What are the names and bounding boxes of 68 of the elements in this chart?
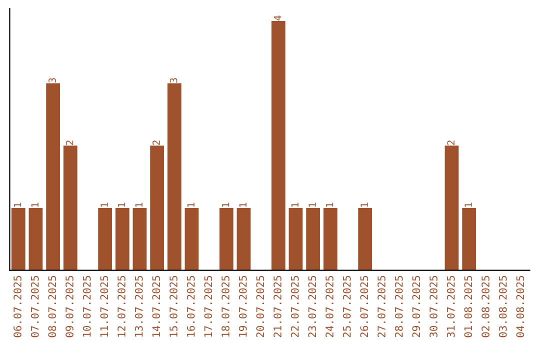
x-tick-label: 12.07.2025 bbox=[118, 276, 126, 337]
x-tick-label: 20.07.2025 bbox=[256, 276, 264, 338]
data-label: 3 bbox=[170, 78, 178, 83]
data-label: 4 bbox=[274, 16, 282, 20]
bar bbox=[323, 208, 338, 270]
data-label: 3 bbox=[48, 78, 56, 83]
bar bbox=[98, 208, 112, 270]
bar bbox=[115, 208, 130, 270]
x-tick-label: 02.08.2025 bbox=[482, 276, 490, 338]
x-tick-label: 09.07.2025 bbox=[66, 276, 74, 338]
x-tick-label: 06.07.2025 bbox=[14, 276, 22, 338]
bar bbox=[167, 83, 182, 270]
data-label: 1 bbox=[222, 202, 230, 207]
x-tick-label: 28.07.2025 bbox=[394, 276, 403, 338]
x-tick-label: 22.07.2025 bbox=[290, 276, 299, 338]
x-tick-label: 19.07.2025 bbox=[238, 276, 247, 337]
x-tick-label: 16.07.2025 bbox=[186, 276, 195, 337]
data-label: 1 bbox=[308, 202, 316, 207]
bar bbox=[28, 208, 43, 270]
x-tick-label: 24.07.2025 bbox=[326, 276, 334, 338]
x-tick-label: 01.08.2025 bbox=[464, 276, 472, 338]
data-label: 1 bbox=[31, 202, 38, 207]
data-label: 1 bbox=[360, 202, 368, 207]
x-tick-label: 23.07.2025 bbox=[308, 276, 316, 338]
data-label: 2 bbox=[152, 140, 160, 145]
bar bbox=[46, 83, 60, 270]
x-tick-label: 18.07.2025 bbox=[222, 276, 230, 337]
data-label: 1 bbox=[118, 202, 126, 207]
x-tick-label: 10.07.2025 bbox=[82, 276, 91, 337]
bar bbox=[63, 146, 78, 270]
x-tick-label: 04.08.2025 bbox=[516, 276, 524, 338]
x-tick-label: 26.07.2025 bbox=[360, 276, 368, 338]
bar bbox=[288, 208, 303, 270]
data-label: 2 bbox=[66, 140, 74, 145]
x-tick-label: 11.07.2025 bbox=[100, 276, 108, 337]
x-tick-label: 15.07.2025 bbox=[170, 276, 178, 337]
x-tick-label: 30.07.2025 bbox=[430, 276, 438, 338]
bar bbox=[306, 208, 320, 270]
data-label: 1 bbox=[326, 202, 334, 207]
bar bbox=[184, 208, 199, 270]
data-label: 1 bbox=[135, 202, 142, 207]
x-tick-label: 07.07.2025 bbox=[30, 276, 39, 338]
x-tick-label: 27.07.2025 bbox=[378, 276, 386, 338]
x-tick-label: 17.07.2025 bbox=[204, 276, 212, 337]
x-tick-label: 08.07.2025 bbox=[48, 276, 56, 338]
bar bbox=[462, 208, 476, 270]
bar bbox=[271, 20, 286, 270]
x-tick-label: 14.07.2025 bbox=[152, 276, 160, 337]
bar bbox=[11, 208, 26, 270]
data-label: 1 bbox=[291, 202, 298, 207]
bar bbox=[150, 146, 164, 270]
bar bbox=[358, 208, 372, 270]
x-tick-label: 29.07.2025 bbox=[412, 276, 420, 338]
bar bbox=[132, 208, 147, 270]
data-label: 1 bbox=[239, 202, 246, 207]
x-tick-label: 21.07.2025 bbox=[274, 276, 282, 338]
data-label: 1 bbox=[100, 202, 108, 207]
bar bbox=[236, 208, 251, 270]
x-tick-label: 03.08.2025 bbox=[498, 276, 507, 338]
x-tick-label: 13.07.2025 bbox=[134, 276, 143, 337]
data-label: 1 bbox=[464, 202, 472, 207]
x-tick-label: 31.07.2025 bbox=[446, 276, 455, 338]
data-label: 2 bbox=[447, 140, 454, 145]
bar bbox=[219, 208, 234, 270]
data-label: 1 bbox=[187, 202, 194, 207]
data-label: 1 bbox=[14, 202, 22, 207]
x-tick-label: 25.07.2025 bbox=[342, 276, 351, 338]
bar bbox=[444, 146, 459, 270]
